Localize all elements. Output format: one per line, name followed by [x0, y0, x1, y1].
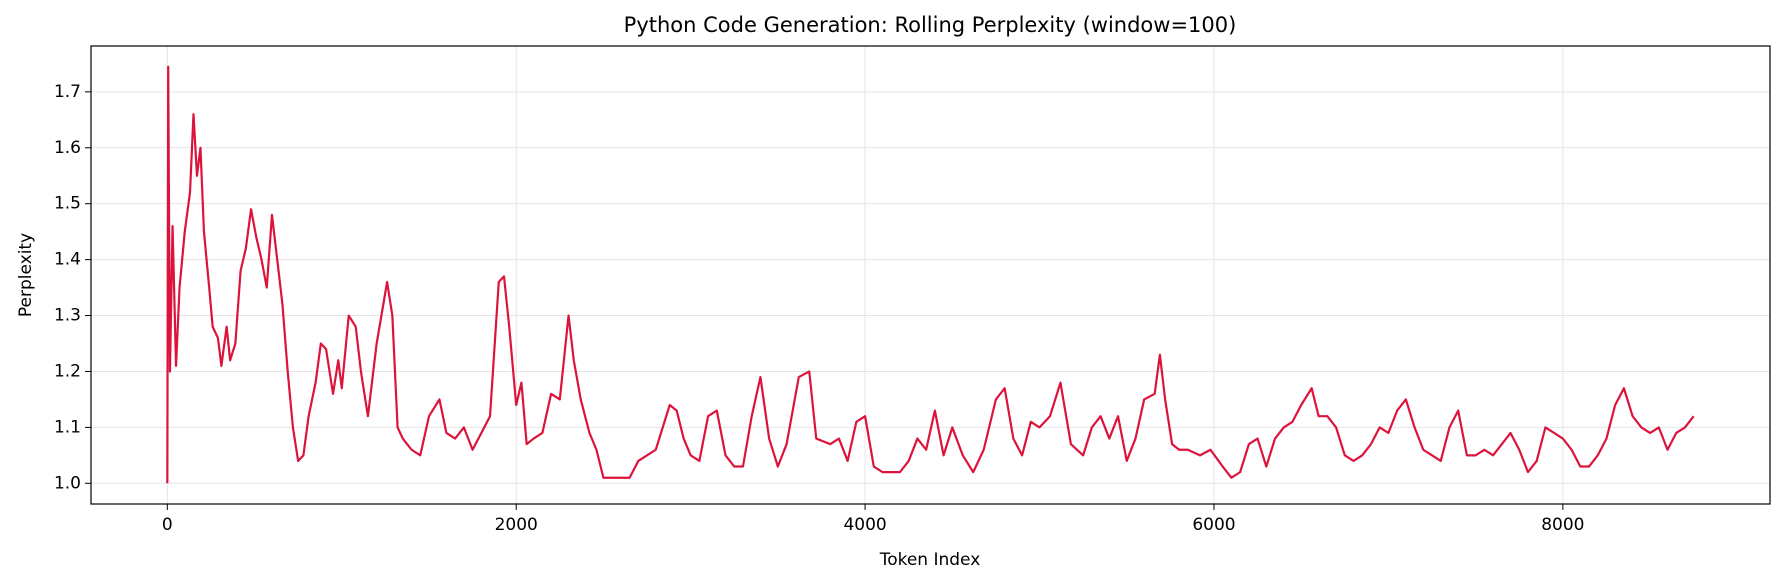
line	[166, 65, 1695, 484]
x-tick-label: 2000	[495, 515, 538, 535]
x-tick-label: 8000	[1541, 515, 1584, 535]
x-tick-label: 6000	[1192, 515, 1235, 535]
y-tick-label: 1.2	[54, 361, 81, 381]
x-tick-label: 4000	[843, 515, 886, 535]
y-tick-label: 1.1	[54, 417, 81, 437]
y-tick-label: 1.3	[54, 306, 81, 326]
y-tick-label: 1.5	[54, 194, 81, 214]
y-tick-label: 1.6	[54, 138, 81, 158]
y-tick-label: 1.0	[54, 473, 81, 493]
y-tick-label: 1.7	[54, 82, 81, 102]
chart-title: Python Code Generation: Rolling Perplexi…	[624, 13, 1237, 37]
x-axis-label: Token Index	[879, 550, 981, 570]
x-tick-label: 0	[162, 515, 173, 535]
y-tick-label: 1.4	[54, 250, 81, 270]
plot-frame	[90, 45, 1771, 505]
y-axis-label: Perplexity	[16, 233, 36, 317]
